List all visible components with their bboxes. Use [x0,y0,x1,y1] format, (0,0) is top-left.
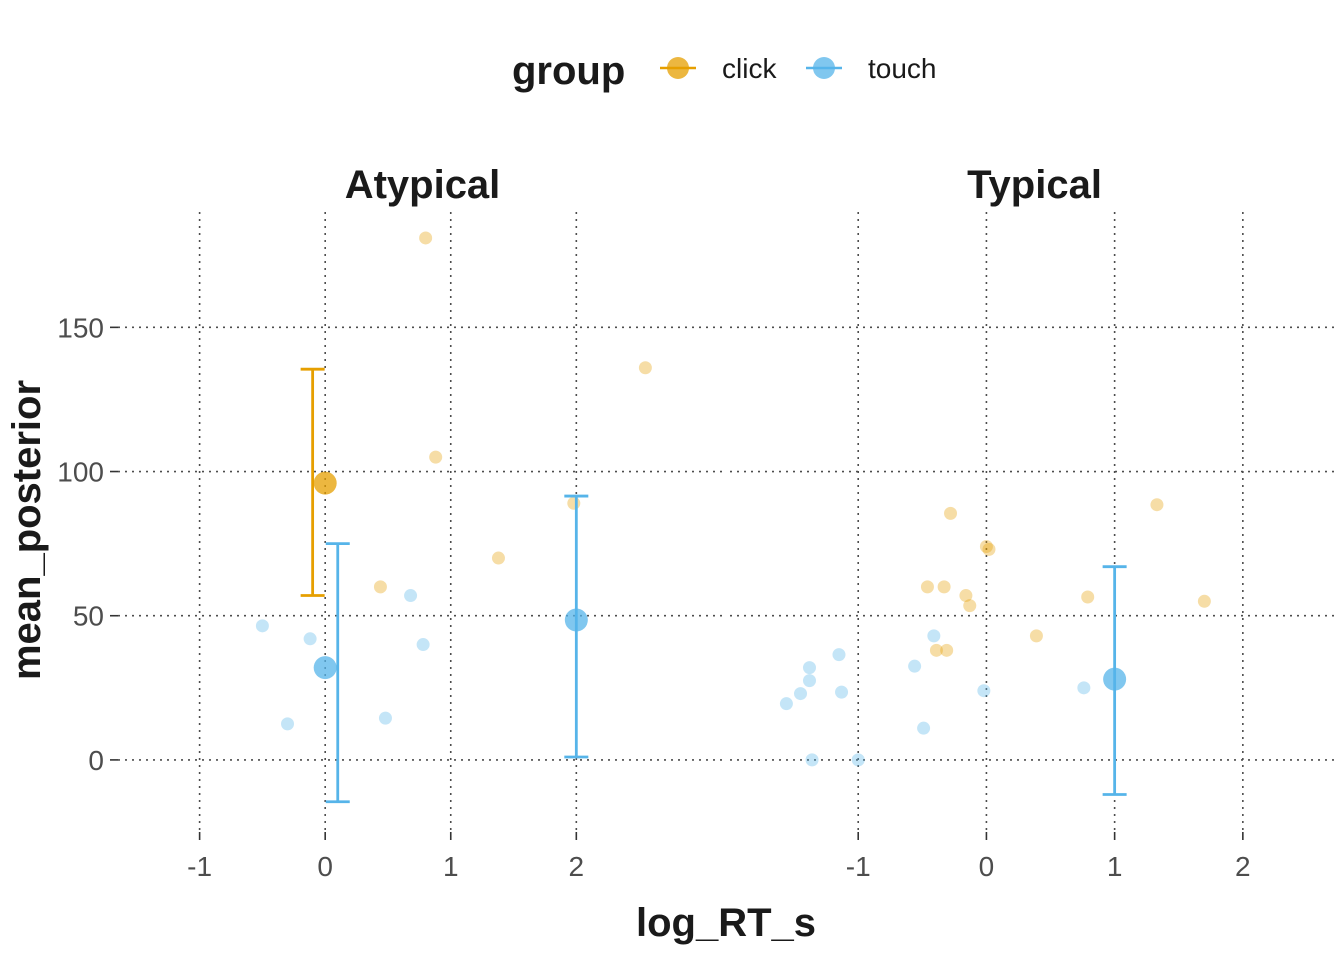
data-point-click [1150,498,1164,512]
facet-panels: Atypical -1 0 1 2 0 50 100 150 Typical -1 0 1 2 [57,163,1339,882]
mean-point-touch [1103,667,1127,691]
x-tick-label: 1 [443,851,459,882]
data-point-click [944,506,958,520]
data-point-touch [908,659,922,673]
data-point-touch [303,632,317,646]
legend-label-touch: touch [868,53,937,84]
legend-label-click: click [722,53,777,84]
facet-typical: Typical -1 0 1 2 [730,163,1339,882]
data-point-touch [794,687,808,701]
data-point-click [491,551,505,565]
data-point-click [1197,594,1211,608]
summary-touch [564,494,589,759]
x-tick-label: 2 [569,851,585,882]
data-point-click [419,231,433,245]
data-point-click [1029,629,1043,643]
data-point-touch [805,753,819,767]
data-point-touch [851,753,865,767]
legend-item-touch: touch [806,53,937,84]
mean-point-touch [564,608,588,632]
data-point-click [1081,590,1095,604]
x-tick-label: -1 [846,851,871,882]
data-point-click [940,643,954,657]
x-tick-label: -1 [187,851,212,882]
data-point-touch [917,721,931,735]
summary-click [300,367,337,597]
data-point-click [429,450,443,464]
data-point-click [920,580,934,594]
mean-point-click [313,471,337,495]
facet-atypical: Atypical -1 0 1 2 0 50 100 150 [57,163,727,882]
data-point-touch [802,661,816,675]
legend-key-point-click [667,57,689,79]
facet-title-typical: Typical [967,163,1102,207]
data-point-click [929,643,943,657]
data-point-touch [404,589,418,603]
data-point-touch [779,697,793,711]
data-point-click [937,580,951,594]
data-point-click [982,542,996,556]
y-axis-title: mean_posterior [5,380,49,680]
data-point-touch [927,629,941,643]
data-point-click [959,589,973,603]
legend-key-point-touch [813,57,835,79]
data-point-touch [802,674,816,688]
x-tick-label: 0 [979,851,995,882]
x-tick-label: 0 [317,851,333,882]
y-tick-label: 100 [57,457,104,488]
data-point-click [963,599,977,613]
data-point-click [638,361,652,375]
data-point-touch [977,684,991,698]
summary-touch [1102,565,1127,796]
x-axis-title: log_RT_s [636,901,816,945]
legend-items: click touch [660,53,937,84]
data-point-touch [255,619,269,633]
data-point-touch [416,638,430,652]
mean-point-touch [313,656,337,680]
data-point-touch [378,711,392,725]
data-point-click [373,580,387,594]
summary-touch [313,542,350,804]
facet-title-atypical: Atypical [345,163,501,207]
data-point-touch [281,717,295,731]
legend: group click touch [512,49,937,93]
y-tick-label: 0 [88,745,104,776]
legend-title: group [512,49,625,93]
x-tick-label: 1 [1107,851,1123,882]
y-tick-label: 150 [57,312,104,343]
x-tick-label: 2 [1235,851,1251,882]
data-point-touch [835,685,849,699]
data-point-touch [832,648,846,662]
y-tick-label: 50 [73,601,104,632]
data-point-click [979,540,993,554]
legend-item-click: click [660,53,777,84]
data-point-touch [1077,681,1091,695]
data-point-click [567,496,581,510]
